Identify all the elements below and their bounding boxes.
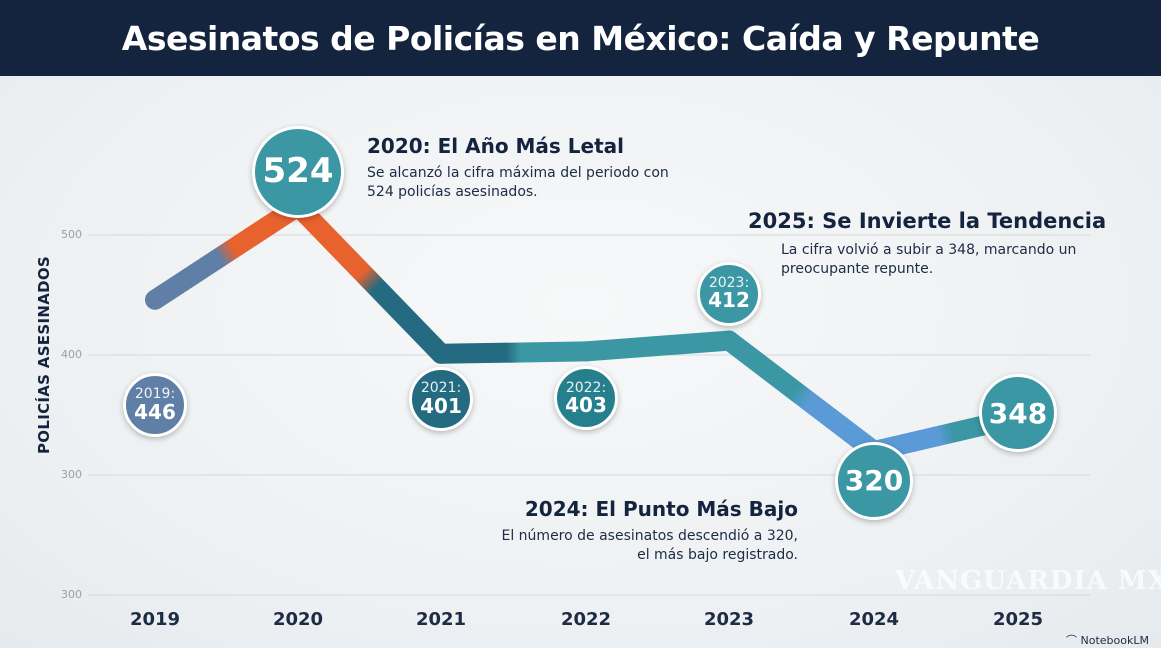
point-value: 412 — [708, 288, 750, 313]
line-segment — [288, 196, 451, 364]
watermark: VANGUARDIA MX — [895, 566, 1161, 596]
line-segment — [719, 330, 884, 461]
annotation-2020: 2020: El Año Más Letal Se alcanzó la cif… — [367, 134, 687, 202]
notebooklm-logo: ⌒ NotebookLM — [1066, 634, 1149, 647]
point-year: 2021: — [420, 379, 462, 396]
annotation-title: 2025: Se Invierte la Tendencia — [748, 209, 1107, 233]
x-tick-label: 2024 — [848, 609, 900, 630]
point-year: 2022: — [565, 379, 607, 396]
point-year: 2019: — [134, 385, 176, 402]
x-tick-label: 2023 — [703, 609, 755, 630]
data-point-label: 320 — [835, 442, 913, 520]
annotation-text: El número de asesinatos descendió a 320,… — [501, 528, 799, 563]
data-point-label: 348 — [979, 374, 1057, 453]
point-value: 403 — [565, 393, 607, 418]
data-point-label: 2022: 403 — [554, 366, 618, 431]
y-tick-label: 400 — [61, 348, 82, 361]
x-tick-label: 2021 — [415, 609, 467, 630]
header: Asesinatos de Policías en México: Caída … — [0, 0, 1161, 76]
data-point-label: 2019: 446 — [123, 372, 187, 437]
point-year: 2023: — [708, 274, 750, 291]
annotation-text: Se alcanzó la cifra máxima del periodo c… — [367, 165, 669, 200]
annotation-text: La cifra volvió a subir a 348, marcando … — [781, 242, 1077, 277]
logo-text: NotebookLM — [1080, 634, 1149, 647]
data-point-label: 2023: 412 — [697, 261, 761, 326]
line-segment — [431, 341, 596, 364]
annotation-title: 2024: El Punto Más Bajo — [524, 497, 798, 521]
annotation-2025: 2025: Se Invierte la Tendencia La cifra … — [748, 209, 1107, 279]
point-value: 446 — [134, 399, 176, 424]
data-point-label: 524 — [252, 126, 344, 219]
x-tick-label: 2025 — [992, 609, 1044, 630]
point-value: 320 — [844, 464, 904, 498]
chart-title: Asesinatos de Policías en México: Caída … — [121, 18, 1040, 58]
line-segment — [145, 196, 308, 310]
annotation-2024: 2024: El Punto Más Bajo El número de ase… — [490, 497, 799, 565]
line-segment — [576, 330, 739, 362]
point-value: 348 — [988, 396, 1048, 430]
point-value: 401 — [420, 393, 462, 418]
x-tick-label: 2019 — [129, 609, 181, 630]
annotation-title: 2020: El Año Más Letal — [367, 134, 625, 158]
data-point-label: 2021: 401 — [409, 366, 473, 431]
x-tick-label: 2022 — [560, 609, 612, 630]
y-tick-label: 300 — [61, 588, 82, 601]
x-tick-label: 2020 — [272, 609, 324, 630]
chart-background — [0, 76, 1161, 648]
y-tick-label: 300 — [61, 468, 82, 481]
point-value: 524 — [262, 151, 334, 192]
y-axis-label: POLICÍAS ASESINADOS — [35, 255, 53, 455]
y-tick-label: 500 — [61, 228, 82, 241]
